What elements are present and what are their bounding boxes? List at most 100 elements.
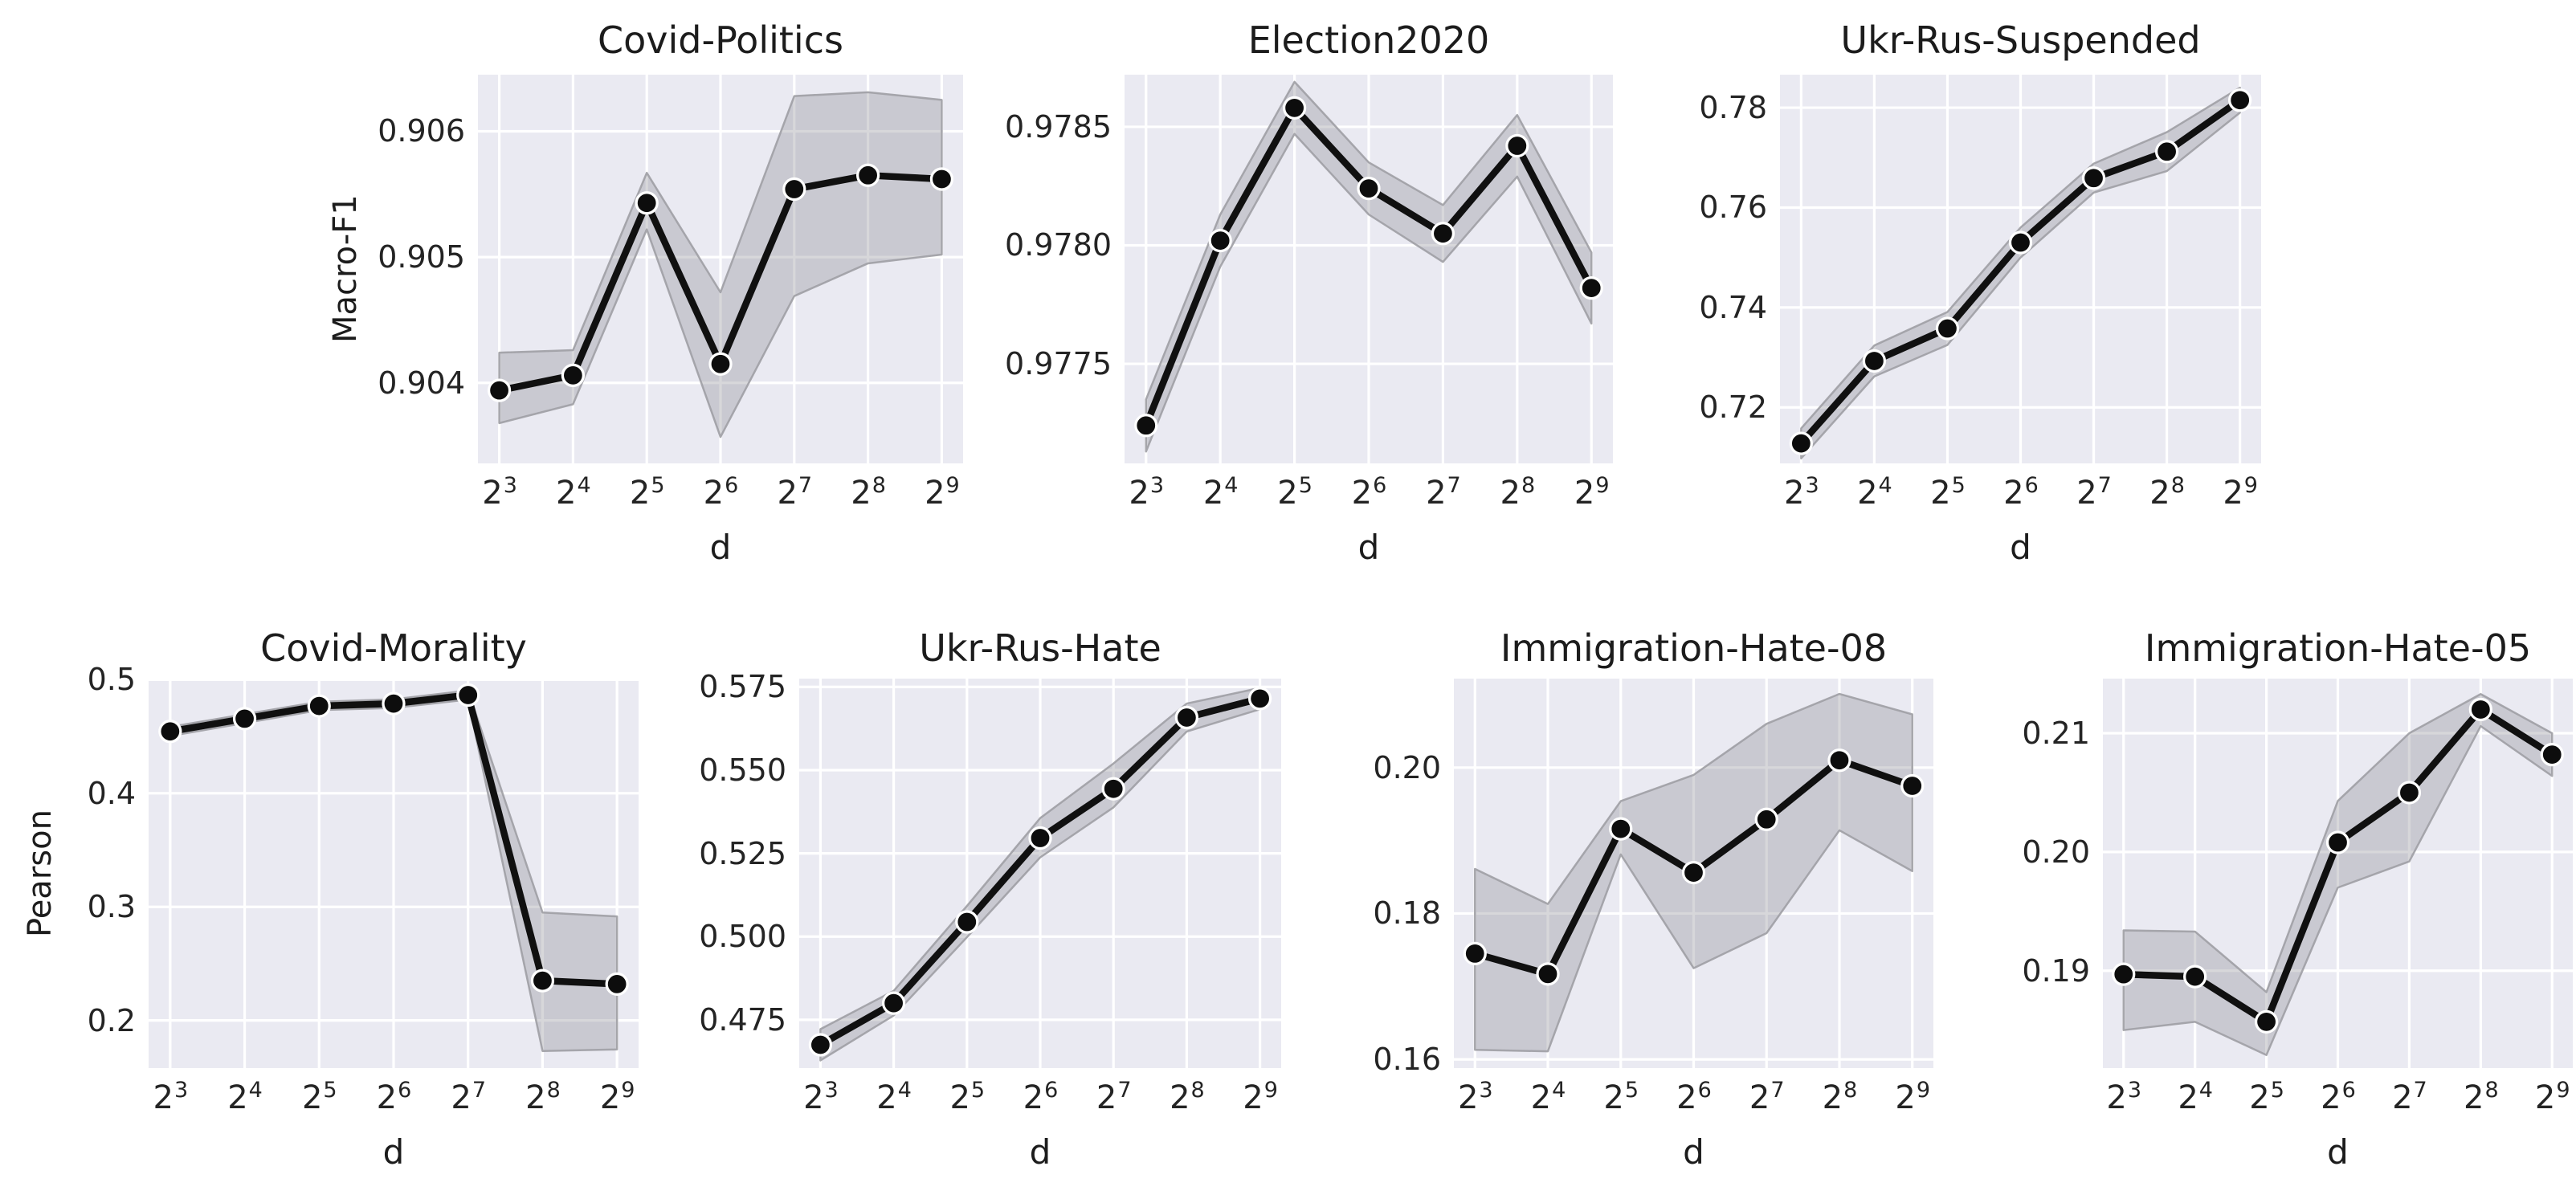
chart-title: Ukr-Rus-Suspended bbox=[1840, 18, 2201, 62]
y-tick-label: 0.78 bbox=[1699, 90, 1767, 126]
x-tick-label: 24 bbox=[227, 1078, 263, 1116]
chart-title: Covid-Politics bbox=[598, 18, 843, 62]
chart-title: Immigration-Hate-08 bbox=[1500, 626, 1888, 670]
x-tick-label: 25 bbox=[949, 1078, 986, 1116]
y-tick-label: 0.9780 bbox=[1005, 227, 1112, 263]
chart-covid-morality: Covid-Morality Pearson 0.2 0.3 0.4 0.5 23 24… bbox=[20, 610, 639, 1177]
x-tick-label: 28 bbox=[1500, 473, 1536, 512]
plot-area bbox=[1125, 75, 1613, 463]
x-tick-label: 25 bbox=[1930, 473, 1966, 512]
x-tick-label: 23 bbox=[803, 1078, 839, 1116]
x-axis-label: d bbox=[1029, 1132, 1051, 1172]
x-tick-label: 24 bbox=[1857, 473, 1892, 512]
x-tick-label: 27 bbox=[1749, 1078, 1785, 1116]
y-tick-label: 0.20 bbox=[1373, 749, 1441, 785]
y-tick-label: 0.905 bbox=[378, 239, 465, 275]
y-tick-label: 0.16 bbox=[1373, 1042, 1441, 1078]
plot-area bbox=[149, 679, 639, 1068]
x-tick-label: 26 bbox=[703, 473, 739, 512]
x-tick-label: 24 bbox=[1202, 473, 1239, 512]
chart-election2020: Election2020 0.9775 0.9780 0.9785 23 24 25 26… bbox=[996, 20, 1613, 572]
y-axis-tick-labels: 0.16 0.18 0.20 bbox=[1349, 679, 1441, 1077]
y-tick-label: 0.906 bbox=[378, 113, 465, 149]
x-tick-label: 24 bbox=[2178, 1078, 2213, 1116]
y-tick-label: 0.4 bbox=[87, 775, 136, 811]
y-tick-label: 0.575 bbox=[699, 669, 786, 705]
chart-title: Immigration-Hate-05 bbox=[2144, 626, 2532, 670]
chart-title: Ukr-Rus-Hate bbox=[919, 626, 1161, 670]
x-tick-label: 29 bbox=[2534, 1078, 2570, 1116]
x-tick-label: 25 bbox=[1277, 473, 1312, 512]
x-tick-label: 28 bbox=[525, 1078, 561, 1116]
y-tick-label: 0.20 bbox=[2022, 834, 2090, 870]
x-axis-tick-labels: 23 24 25 26 27 28 29 bbox=[1125, 475, 1613, 521]
x-tick-label: 25 bbox=[301, 1078, 337, 1116]
y-tick-label: 0.550 bbox=[699, 752, 786, 788]
plot-area bbox=[1780, 75, 2261, 463]
x-axis-label: d bbox=[2010, 528, 2031, 567]
x-tick-label: 23 bbox=[2106, 1078, 2142, 1116]
chart-title: Covid-Morality bbox=[260, 626, 527, 670]
x-axis-tick-labels: 23 24 25 26 27 28 29 bbox=[1454, 1079, 1933, 1126]
x-tick-label: 27 bbox=[1096, 1078, 1132, 1116]
y-axis-tick-labels: 0.2 0.3 0.4 0.5 bbox=[20, 662, 136, 1068]
x-tick-label: 28 bbox=[2149, 473, 2185, 512]
x-tick-label: 25 bbox=[629, 473, 665, 512]
plot-area bbox=[478, 75, 963, 463]
x-axis-tick-labels: 23 24 25 26 27 28 29 bbox=[799, 1079, 1281, 1126]
x-axis-label: d bbox=[1683, 1132, 1704, 1172]
x-tick-label: 24 bbox=[1530, 1078, 1566, 1116]
y-tick-label: 0.76 bbox=[1699, 190, 1767, 226]
y-tick-label: 0.904 bbox=[378, 365, 465, 401]
y-axis-tick-labels: 0.72 0.74 0.76 0.78 bbox=[1692, 75, 1767, 463]
x-tick-label: 23 bbox=[482, 473, 517, 512]
y-tick-label: 0.475 bbox=[699, 1001, 786, 1038]
y-tick-label: 0.9785 bbox=[1005, 108, 1112, 145]
chart-immigration-hate-05: Immigration-Hate-05 0.19 0.20 0.21 23 24 25 2… bbox=[1998, 610, 2573, 1177]
y-tick-label: 0.21 bbox=[2022, 716, 2090, 752]
y-tick-label: 0.3 bbox=[87, 889, 136, 925]
chart-ukr-rus-hate: Ukr-Rus-Hate 0.475 0.500 0.525 0.550 0.575 2… bbox=[671, 610, 1281, 1177]
x-tick-label: 26 bbox=[2321, 1078, 2356, 1116]
x-tick-label: 28 bbox=[2464, 1078, 2499, 1116]
chart-title: Election2020 bbox=[1247, 18, 1490, 62]
chart-ukr-rus-suspended: Ukr-Rus-Suspended 0.72 0.74 0.76 0.78 23 24 2… bbox=[1692, 20, 2261, 572]
x-tick-label: 26 bbox=[1351, 473, 1387, 512]
x-tick-label: 26 bbox=[1023, 1078, 1059, 1116]
x-axis-tick-labels: 23 24 25 26 27 28 29 bbox=[2103, 1079, 2573, 1126]
x-axis-tick-labels: 23 24 25 26 27 28 29 bbox=[1780, 475, 2261, 521]
x-tick-label: 26 bbox=[376, 1078, 412, 1116]
x-tick-label: 29 bbox=[599, 1078, 635, 1116]
x-tick-label: 28 bbox=[1822, 1078, 1858, 1116]
x-tick-label: 29 bbox=[925, 473, 960, 512]
y-tick-label: 0.2 bbox=[87, 1002, 136, 1038]
x-tick-label: 28 bbox=[851, 473, 886, 512]
x-tick-label: 27 bbox=[1426, 473, 1461, 512]
x-axis-label: d bbox=[709, 528, 732, 567]
x-tick-label: 23 bbox=[153, 1078, 189, 1116]
x-tick-label: 29 bbox=[1574, 473, 1610, 512]
x-tick-label: 27 bbox=[2392, 1078, 2427, 1116]
plot-area bbox=[1454, 679, 1933, 1068]
x-axis-label: d bbox=[382, 1132, 405, 1172]
x-tick-label: 24 bbox=[556, 473, 591, 512]
x-tick-label: 29 bbox=[1895, 1078, 1931, 1116]
y-tick-label: 0.19 bbox=[2022, 952, 2090, 989]
chart-covid-politics: Covid-Politics Macro-F1 0.904 0.905 0.906 … bbox=[325, 20, 963, 572]
y-tick-label: 0.500 bbox=[699, 919, 786, 955]
plot-area bbox=[2103, 679, 2573, 1068]
x-tick-label: 27 bbox=[2076, 473, 2112, 512]
x-tick-label: 26 bbox=[2003, 473, 2039, 512]
y-tick-label: 0.72 bbox=[1699, 389, 1767, 426]
y-tick-label: 0.5 bbox=[87, 662, 136, 698]
x-tick-label: 26 bbox=[1676, 1078, 1712, 1116]
y-tick-label: 0.525 bbox=[699, 835, 786, 871]
y-axis-tick-labels: 0.9775 0.9780 0.9785 bbox=[996, 75, 1112, 463]
x-tick-label: 27 bbox=[777, 473, 813, 512]
x-tick-label: 23 bbox=[1784, 473, 1819, 512]
x-tick-label: 24 bbox=[876, 1078, 912, 1116]
x-tick-label: 23 bbox=[1457, 1078, 1493, 1116]
x-tick-label: 23 bbox=[1129, 473, 1165, 512]
y-tick-label: 0.18 bbox=[1373, 895, 1441, 932]
